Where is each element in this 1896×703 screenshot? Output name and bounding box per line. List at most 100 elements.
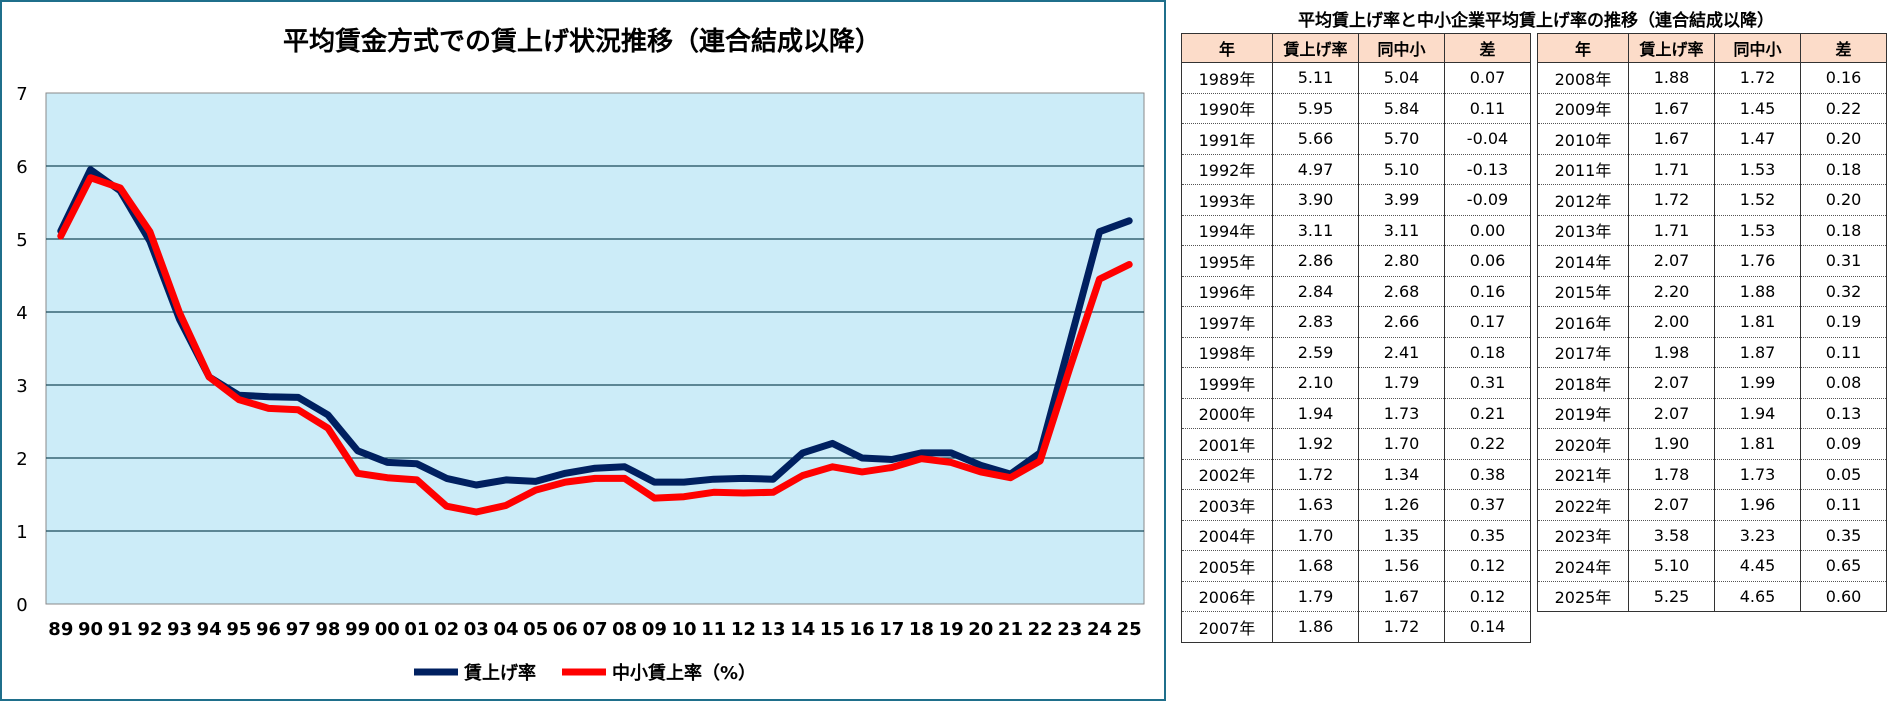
x-tick-label: 03 — [464, 619, 489, 640]
x-tick-label: 14 — [790, 619, 815, 640]
x-tick-label: 18 — [909, 619, 934, 640]
table-cell-left: 0.00 — [1444, 215, 1531, 246]
table-title: 平均賃上げ率と中小企業平均賃上げ率の推移（連合結成以降） — [1298, 11, 1774, 31]
table-cell-right: 2018年 — [1537, 367, 1629, 399]
table-cell-left: 1995年 — [1181, 245, 1273, 277]
table-row: 1996年 2.84 2.68 0.16 — [1181, 276, 1531, 307]
table-cell-left: 2.10 — [1272, 367, 1359, 399]
table-cell-left: 1.86 — [1272, 611, 1359, 643]
table-row: 1999年 2.10 1.79 0.31 — [1181, 367, 1531, 399]
table-row: 1991年 5.66 5.70 -0.04 — [1181, 123, 1531, 155]
table-cell-left: 1.79 — [1358, 367, 1445, 399]
table-row: 2007年 1.86 1.72 0.14 — [1181, 611, 1531, 643]
table-cell-right: 0.31 — [1800, 245, 1887, 277]
x-tick-label: 02 — [434, 619, 459, 640]
x-tick-label: 90 — [78, 619, 103, 640]
table-row: 2015年 2.20 1.88 0.32 — [1537, 276, 1887, 307]
table-cell-left: 2007年 — [1181, 611, 1273, 643]
table-cell-right: 1.53 — [1714, 215, 1801, 246]
table-cell-right: 2020年 — [1537, 428, 1629, 460]
x-tick-label: 17 — [879, 619, 904, 640]
table-cell-left: 1989年 — [1181, 62, 1273, 94]
table-cell-left: 0.38 — [1444, 459, 1531, 490]
table-cell-right: 1.71 — [1628, 215, 1715, 246]
x-tick-label: 22 — [1028, 619, 1053, 640]
table-row: 2021年 1.78 1.73 0.05 — [1537, 459, 1887, 490]
x-tick-label: 99 — [345, 619, 370, 640]
table-cell-right: 5.25 — [1628, 581, 1715, 612]
table-row: 1997年 2.83 2.66 0.17 — [1181, 306, 1531, 338]
table-cell-left: 1.70 — [1358, 428, 1445, 460]
table-row: 2005年 1.68 1.56 0.12 — [1181, 550, 1531, 582]
table-cell-left: 0.07 — [1444, 62, 1531, 94]
table-cell-right: 0.13 — [1800, 398, 1887, 429]
table-cell-left: 3.90 — [1272, 184, 1359, 216]
table-row: 2025年 5.25 4.65 0.60 — [1537, 581, 1887, 612]
table-cell-left: 1.72 — [1358, 611, 1445, 643]
table-cell-left: 1.56 — [1358, 550, 1445, 582]
table-cell-left: 1.63 — [1272, 489, 1359, 521]
table-cell-right: 1.78 — [1628, 459, 1715, 490]
x-tick-label: 19 — [939, 619, 964, 640]
table-cell-left: 1.67 — [1358, 581, 1445, 612]
table-cell-right: 1.81 — [1714, 428, 1801, 460]
table-cell-right: 2009年 — [1537, 93, 1629, 124]
table-cell-right: 1.88 — [1628, 62, 1715, 94]
table-cell-left: 1.73 — [1358, 398, 1445, 429]
table-cell-right: 2015年 — [1537, 276, 1629, 307]
table-cell-right: 2017年 — [1537, 337, 1629, 368]
table-row: 2020年 1.90 1.81 0.09 — [1537, 428, 1887, 460]
table-cell-left: 2.84 — [1272, 276, 1359, 307]
table-row: 2012年 1.72 1.52 0.20 — [1537, 184, 1887, 216]
table-cell-left: 1990年 — [1181, 93, 1273, 124]
table-cell-right: 1.99 — [1714, 367, 1801, 399]
table-cell-left: 1.26 — [1358, 489, 1445, 521]
table-cell-left: 5.70 — [1358, 123, 1445, 155]
table-cell-right: 1.87 — [1714, 337, 1801, 368]
column-header-left: 差 — [1444, 33, 1531, 63]
table-cell-left: 1993年 — [1181, 184, 1273, 216]
table-cell-right: 2.00 — [1628, 306, 1715, 338]
table-cell-left: 1.92 — [1272, 428, 1359, 460]
legend-label-1: 中小賃上率（%） — [612, 662, 756, 684]
table-cell-right: 2021年 — [1537, 459, 1629, 490]
x-tick-label: 21 — [998, 619, 1023, 640]
table-row: 1998年 2.59 2.41 0.18 — [1181, 337, 1531, 368]
table-cell-right: 0.05 — [1800, 459, 1887, 490]
table-row: 2010年 1.67 1.47 0.20 — [1537, 123, 1887, 155]
table-cell-right: 2022年 — [1537, 489, 1629, 521]
table-cell-right: 2025年 — [1537, 581, 1629, 612]
x-tick-label: 12 — [731, 619, 756, 640]
table-cell-right: 0.18 — [1800, 215, 1887, 246]
table-cell-right: 1.76 — [1714, 245, 1801, 277]
x-tick-label: 06 — [553, 619, 578, 640]
table-cell-left: 2.83 — [1272, 306, 1359, 338]
table-cell-left: 2.86 — [1272, 245, 1359, 277]
table-cell-right: 0.22 — [1800, 93, 1887, 124]
table-cell-left: 1.79 — [1272, 581, 1359, 612]
table-cell-right: 1.45 — [1714, 93, 1801, 124]
table-cell-left: 0.16 — [1444, 276, 1531, 307]
table-cell-left: 1.94 — [1272, 398, 1359, 429]
table-cell-left: 0.18 — [1444, 337, 1531, 368]
table-cell-right: 1.52 — [1714, 184, 1801, 216]
table-cell-left: 5.66 — [1272, 123, 1359, 155]
table-cell-left: 5.84 — [1358, 93, 1445, 124]
table-cell-right: 0.09 — [1800, 428, 1887, 460]
data-table-left: 年賃上げ率 同中小差 1989年 5.11 5.04 0.07 1990年 5.95 5.84… — [1181, 33, 1531, 643]
table-cell-left: 1.70 — [1272, 520, 1359, 551]
table-row: 2009年 1.67 1.45 0.22 — [1537, 93, 1887, 124]
table-cell-left: 0.12 — [1444, 581, 1531, 612]
chart-panel: 平均賃金方式での賃上げ状況推移（連合結成以降） 0 1 2 3 4 5 6 7 89 90 91 92 9… — [0, 0, 1166, 701]
table-cell-left: 0.11 — [1444, 93, 1531, 124]
table-cell-right: 0.32 — [1800, 276, 1887, 307]
x-tick-label: 94 — [197, 619, 222, 640]
table-row: 1995年 2.86 2.80 0.06 — [1181, 245, 1531, 277]
table-cell-left: 4.97 — [1272, 154, 1359, 185]
x-tick-label: 92 — [137, 619, 162, 640]
table-row: 2017年 1.98 1.87 0.11 — [1537, 337, 1887, 368]
table-cell-left: 0.31 — [1444, 367, 1531, 399]
table-cell-right: 1.67 — [1628, 93, 1715, 124]
table-row: 1992年 4.97 5.10 -0.13 — [1181, 154, 1531, 185]
table-row: 2019年 2.07 1.94 0.13 — [1537, 398, 1887, 429]
